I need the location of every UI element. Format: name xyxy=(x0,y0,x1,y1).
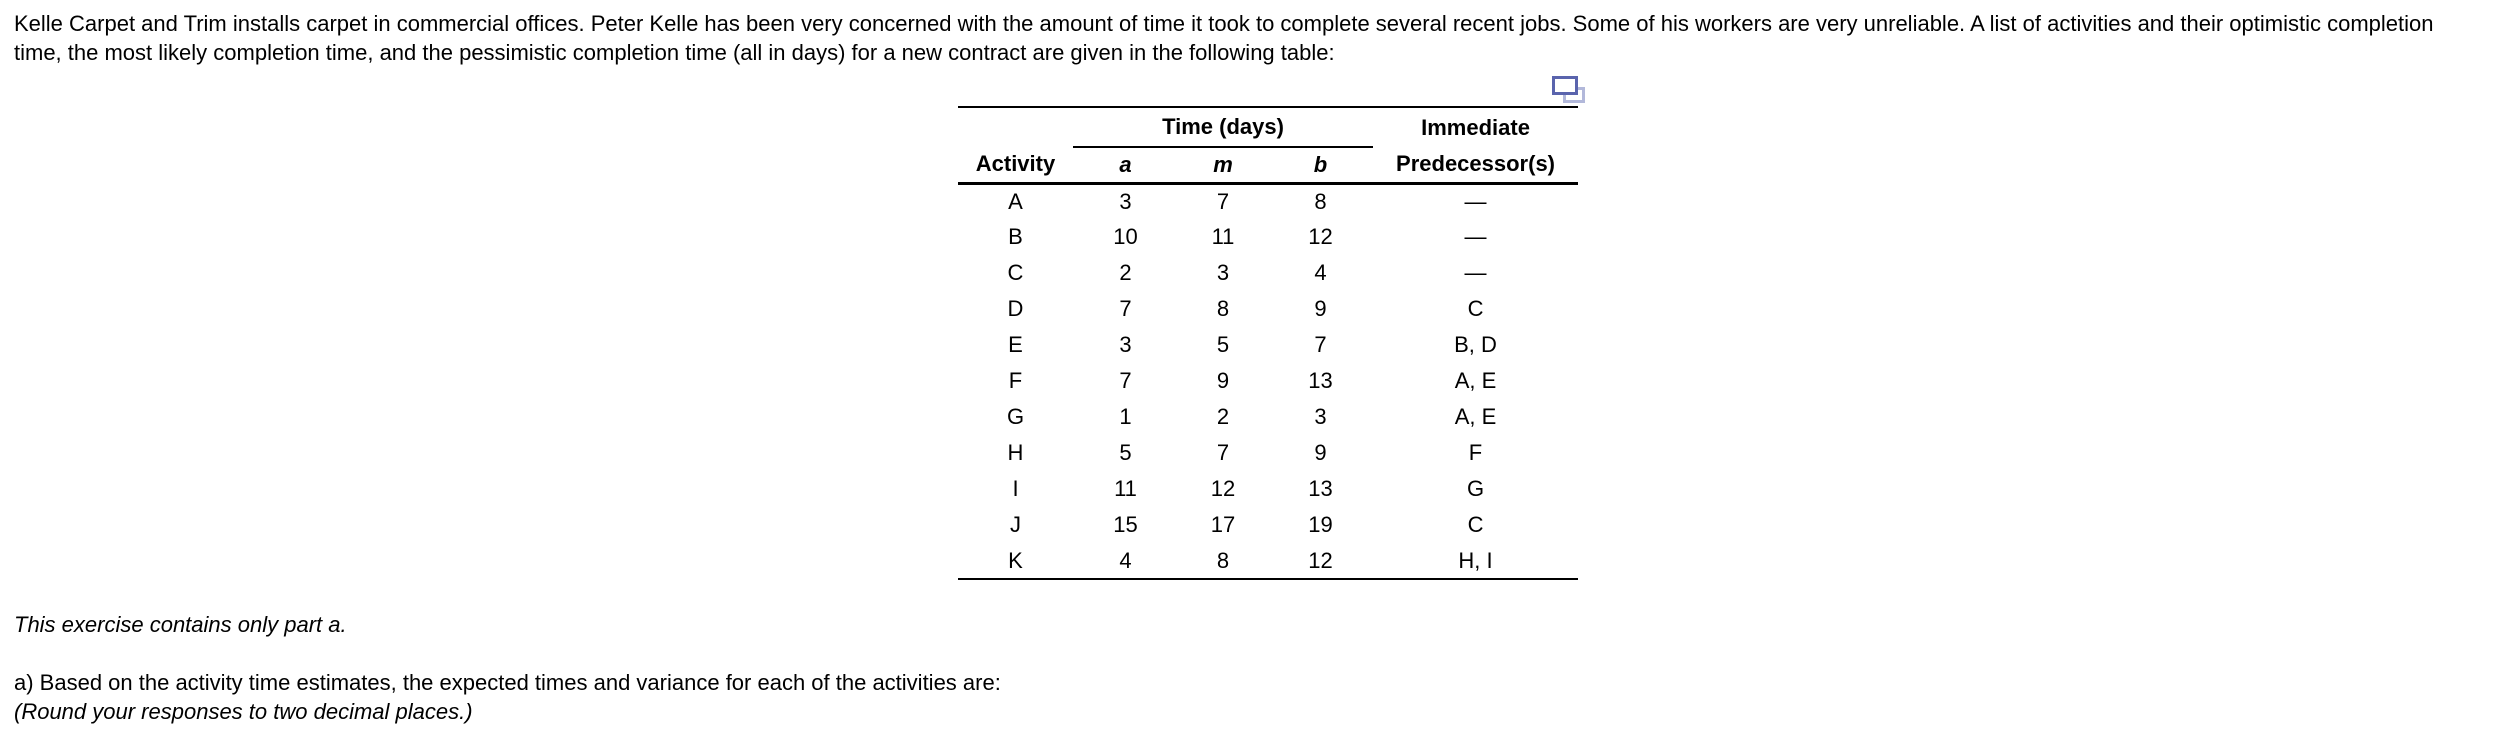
predecessor-cell: B, D xyxy=(1454,332,1497,357)
predecessor-cell: F xyxy=(1468,440,1483,465)
table-row: I 11 12 13 G xyxy=(958,471,1578,507)
activity-column-header: Activity xyxy=(958,147,1073,185)
a-cell: 7 xyxy=(1119,296,1132,321)
predecessor-cell: — xyxy=(1464,260,1487,285)
predecessor-cell: H, I xyxy=(1458,547,1493,573)
a-cell: 1 xyxy=(1119,404,1132,429)
m-cell: 8 xyxy=(1216,547,1230,573)
b-cell: 8 xyxy=(1314,188,1327,214)
table-row: C 2 3 4 — xyxy=(958,255,1578,291)
b-cell: 9 xyxy=(1314,440,1327,465)
m-cell: 17 xyxy=(1210,512,1236,537)
a-cell: 2 xyxy=(1119,260,1132,285)
a-cell: 11 xyxy=(1114,476,1137,501)
m-cell: 5 xyxy=(1216,332,1230,357)
a-cell: 7 xyxy=(1119,368,1132,393)
group-header-row: Time (days) Immediate xyxy=(958,107,1578,148)
problem-statement: Kelle Carpet and Trim installs carpet in… xyxy=(14,11,2434,65)
b-cell: 19 xyxy=(1308,512,1333,537)
part-a-question: a) Based on the activity time estimates,… xyxy=(14,670,1001,695)
m-cell: 2 xyxy=(1216,404,1230,429)
activity-cell: G xyxy=(1006,404,1025,429)
optimistic-column-header: a xyxy=(1073,147,1178,185)
predecessor-cell: A, E xyxy=(1454,368,1497,393)
table-row: J 15 17 19 C xyxy=(958,507,1578,543)
a-cell: 10 xyxy=(1113,224,1138,249)
activity-cell: D xyxy=(1007,296,1024,321)
b-cell: 4 xyxy=(1314,260,1327,285)
b-cell: 13 xyxy=(1308,368,1333,393)
activity-cell: C xyxy=(1007,260,1024,285)
a-cell: 15 xyxy=(1113,512,1138,537)
copy-icon-front-rect xyxy=(1552,76,1578,95)
m-cell: 7 xyxy=(1216,440,1230,465)
predecessor-cell: A, E xyxy=(1454,404,1497,429)
activity-cell: J xyxy=(1010,512,1021,537)
table-row: E 3 5 7 B, D xyxy=(958,327,1578,363)
m-cell: 12 xyxy=(1210,476,1236,501)
b-cell: 12 xyxy=(1308,547,1333,573)
predecessor-cell: — xyxy=(1464,188,1487,214)
rounding-instruction: (Round your responses to two decimal pla… xyxy=(14,699,473,724)
empty-header-cell xyxy=(958,107,1073,147)
table-row: A 3 7 8 — xyxy=(958,183,1578,219)
m-cell: 8 xyxy=(1216,296,1230,321)
table-row: G 1 2 3 A, E xyxy=(958,399,1578,435)
pessimistic-column-header: b xyxy=(1268,147,1374,185)
activity-cell: A xyxy=(1008,188,1023,214)
a-cell: 4 xyxy=(1119,547,1132,573)
b-cell: 3 xyxy=(1314,404,1327,429)
table-row: K 4 8 12 H, I xyxy=(958,543,1578,579)
m-cell: 7 xyxy=(1216,188,1230,214)
predecessors-column-header: Predecessor(s) xyxy=(1373,147,1579,185)
activity-cell: B xyxy=(1008,224,1023,249)
most-likely-column-header: m xyxy=(1178,147,1268,185)
b-cell: 7 xyxy=(1314,332,1327,357)
column-header-row: Activity a m b Predecessor(s) xyxy=(958,147,1579,185)
table-row: D 7 8 9 C xyxy=(958,291,1578,327)
m-cell: 3 xyxy=(1216,260,1230,285)
a-cell: 3 xyxy=(1119,332,1132,357)
b-cell: 9 xyxy=(1314,296,1327,321)
exercise-scope-note: This exercise contains only part a. xyxy=(14,612,347,637)
a-cell: 5 xyxy=(1119,440,1132,465)
copy-table-icon[interactable] xyxy=(1552,76,1588,105)
activity-cell: H xyxy=(1007,440,1024,465)
activity-cell: K xyxy=(1008,547,1023,573)
m-cell: 11 xyxy=(1211,224,1235,249)
activity-cell: I xyxy=(1012,476,1019,501)
predecessor-cell: C xyxy=(1467,296,1484,321)
predecessor-cell: — xyxy=(1464,224,1487,249)
time-days-group-header: Time (days) xyxy=(1073,107,1374,148)
activity-time-table: Time (days) Immediate Activity a m b Pre… xyxy=(958,106,1579,580)
table-row: B 10 11 12 — xyxy=(958,219,1578,255)
m-cell: 9 xyxy=(1216,368,1230,393)
table-row: F 7 9 13 A, E xyxy=(958,363,1578,399)
table-row: H 5 7 9 F xyxy=(958,435,1578,471)
immediate-header: Immediate xyxy=(1421,114,1530,140)
b-cell: 13 xyxy=(1308,476,1333,501)
activity-table-area: Time (days) Immediate Activity a m b Pre… xyxy=(958,76,1598,580)
activity-cell: E xyxy=(1008,332,1023,357)
activity-cell: F xyxy=(1008,368,1023,393)
predecessor-cell: C xyxy=(1467,512,1484,537)
b-cell: 12 xyxy=(1308,224,1333,249)
predecessor-cell: G xyxy=(1466,476,1485,501)
a-cell: 3 xyxy=(1119,188,1132,214)
